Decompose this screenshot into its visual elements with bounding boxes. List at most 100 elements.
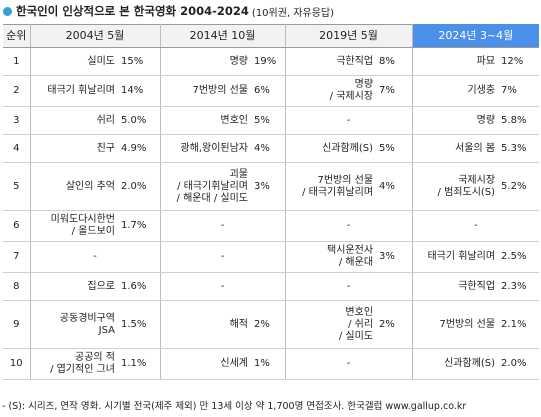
movie-title-line: 공동경비구역 <box>59 312 115 324</box>
table-title: 한국인이 인상적으로 본 한국영화 2004-2024 (10위권, 자유응답) <box>3 1 334 21</box>
movie-title-line: 기생충 <box>467 85 496 96</box>
percent-cell-2024: 2.3% <box>499 272 540 301</box>
movie-cell-2024: 서울의 봄 <box>412 134 500 163</box>
movie-cell-2019: 택시운전사 / 해운대 <box>285 241 378 273</box>
movie-title-line: / 엽기적인 그녀 <box>50 364 115 375</box>
movie-title-line: 극한직업 <box>336 55 374 67</box>
movie-title-line: / 태극기휘날리며 <box>177 180 249 192</box>
movie-cell-2004: 태극기 휘날리며 <box>30 75 119 107</box>
movie-title-line: - <box>220 280 225 292</box>
movie-cell-2019: 7번방의 선물 / 태극기휘날리며 <box>285 162 378 211</box>
header-2024: 2024년 3~4월 <box>412 24 540 48</box>
percent-cell-2024: 2.1% <box>499 300 540 349</box>
percent-cell-2004: 2.0% <box>119 162 161 211</box>
movie-cell-2014: - <box>160 272 286 301</box>
movie-title-line: / 해운대 <box>338 257 374 268</box>
movie-title-line: 변호인 <box>345 306 374 318</box>
movie-title-line: - <box>220 220 225 231</box>
movie-title-line: 공공의 적 <box>75 352 115 363</box>
percent-cell-2004: 15% <box>119 47 161 76</box>
footnote: - (S): 시리즈, 연작 영화. 시기별 전국(제주 제외) 만 13세 이… <box>2 401 467 412</box>
movie-title-line: 국제시장 <box>458 174 496 186</box>
movie-cell-2019: - <box>285 348 413 380</box>
title-main: 한국인이 인상적으로 본 한국영화 2004-2024 <box>16 4 249 18</box>
movie-title-line: 미워도다시한번 <box>50 214 115 225</box>
movie-cell-2019: 극한직업 <box>285 47 378 76</box>
rank-cell: 3 <box>3 106 31 135</box>
movie-title-line: 극한직업 <box>458 280 496 292</box>
percent-cell-2014: 3% <box>252 162 286 211</box>
movie-title-line: 7번방의 선물 <box>439 318 496 330</box>
percent-cell-2014: 19% <box>252 47 286 76</box>
percent-cell-2019: 5% <box>377 134 413 163</box>
movie-title-line: / 해운대 / 실미도 <box>176 192 249 204</box>
table-row: 10 공공의 적 / 엽기적인 그녀 1.1% 신세계 1% - 신과함께(S) 2.0% <box>3 348 540 380</box>
table-row: 9 공동경비구역 JSA 1.5% 해적 2% 변호인 / 쉬리 / 실미도 2% 7번방의 선물 2… <box>3 300 540 349</box>
movie-cell-2014: 광해,왕이된남자 <box>160 134 253 163</box>
table-row: 7 - - 택시운전사 / 해운대 3% 태극기 휘날리며 2.5% <box>3 241 540 273</box>
table-row: 4 친구 4.9% 광해,왕이된남자 4% 신과함께(S) 5% 서울의 봄 5.3% <box>3 134 540 163</box>
movie-title-line: - <box>346 220 351 231</box>
movie-title-line: / 실미도 <box>338 330 374 342</box>
movie-cell-2014: 변호인 <box>160 106 253 135</box>
percent-cell-2014: 1% <box>252 348 286 380</box>
movie-cell-2024: 7번방의 선물 <box>412 300 500 349</box>
bullet-dot-icon <box>3 6 12 16</box>
movie-cell-2014: 7번방의 선물 <box>160 75 253 107</box>
percent-cell-2004: 1.6% <box>119 272 161 301</box>
movie-cell-2024: 기생충 <box>412 75 500 107</box>
movie-title-line: 광해,왕이된남자 <box>180 142 249 154</box>
movie-title-line: 살인의 추억 <box>65 180 115 192</box>
header-row: 순위 2004년 5월 2014년 10월 2019년 5월 2024년 3~4… <box>3 24 540 48</box>
movie-cell-2004: 공동경비구역 JSA <box>30 300 119 349</box>
percent-cell-2019: 8% <box>377 47 413 76</box>
movie-cell-2004: 집으로 <box>30 272 119 301</box>
table-row: 2 태극기 휘날리며 14% 7번방의 선물 6% 명량 / 국제시장 7% 기생충 7% <box>3 75 540 107</box>
movie-cell-2019: 명량 / 국제시장 <box>285 75 378 107</box>
movie-title-line: - <box>346 280 351 292</box>
movie-title-line: 변호인 <box>220 114 249 126</box>
movie-cell-2014: 해적 <box>160 300 253 349</box>
movie-title-line: 7번방의 선물 <box>192 85 249 96</box>
movie-title-line: 명량 <box>476 114 496 126</box>
percent-cell-2004: 1.5% <box>119 300 161 349</box>
movie-ranking-table: 순위 2004년 5월 2014년 10월 2019년 5월 2024년 3~4… <box>3 24 540 380</box>
percent-cell-2014: 2% <box>252 300 286 349</box>
movie-title-line: - <box>93 251 97 262</box>
movie-title-line: / 태극기휘날리며 <box>302 186 374 198</box>
movie-title-line: JSA <box>98 324 115 336</box>
rank-cell: 5 <box>3 162 31 211</box>
table-row: 8 집으로 1.6% - - 극한직업 2.3% <box>3 272 540 301</box>
movie-title-line: - <box>346 358 351 369</box>
movie-title-line: 7번방의 선물 <box>317 174 374 186</box>
movie-cell-2019: - <box>285 272 413 301</box>
rank-cell: 7 <box>3 241 31 273</box>
movie-title-line: 서울의 봄 <box>455 142 496 154</box>
movie-title-line: / 쉬리 <box>348 318 374 330</box>
movie-title-line: 택시운전사 <box>327 245 374 256</box>
movie-cell-2014: - <box>160 241 286 273</box>
movie-cell-2004: 쉬리 <box>30 106 119 135</box>
percent-cell-2019: 2% <box>377 300 413 349</box>
movie-cell-2004: 미워도다시한번 / 올드보이 <box>30 210 119 242</box>
percent-cell-2019: 4% <box>377 162 413 211</box>
movie-title-line: 명량 <box>354 79 374 90</box>
rank-cell: 8 <box>3 272 31 301</box>
percent-cell-2024: 12% <box>499 47 540 76</box>
movie-cell-2024: 신과함께(S) <box>412 348 500 380</box>
movie-title-line: 파묘 <box>476 55 496 67</box>
table-row: 5 살인의 추억 2.0% 괴물 / 태극기휘날리며 / 해운대 / 실미도 3% 7번방의 … <box>3 162 540 211</box>
percent-cell-2004: 4.9% <box>119 134 161 163</box>
percent-cell-2004: 14% <box>119 75 161 107</box>
movie-cell-2024: 명량 <box>412 106 500 135</box>
movie-cell-2004: 친구 <box>30 134 119 163</box>
percent-cell-2024: 5.3% <box>499 134 540 163</box>
rank-cell: 6 <box>3 210 31 242</box>
movie-cell-2019: 변호인 / 쉬리 / 실미도 <box>285 300 378 349</box>
movie-title-line: 태극기 휘날리며 <box>427 251 496 262</box>
percent-cell-2024: 7% <box>499 75 540 107</box>
movie-title-line: - <box>346 114 351 126</box>
percent-cell-2004: 1.7% <box>119 210 161 242</box>
movie-title-line: 해적 <box>229 318 249 330</box>
movie-cell-2004: - <box>30 241 161 273</box>
